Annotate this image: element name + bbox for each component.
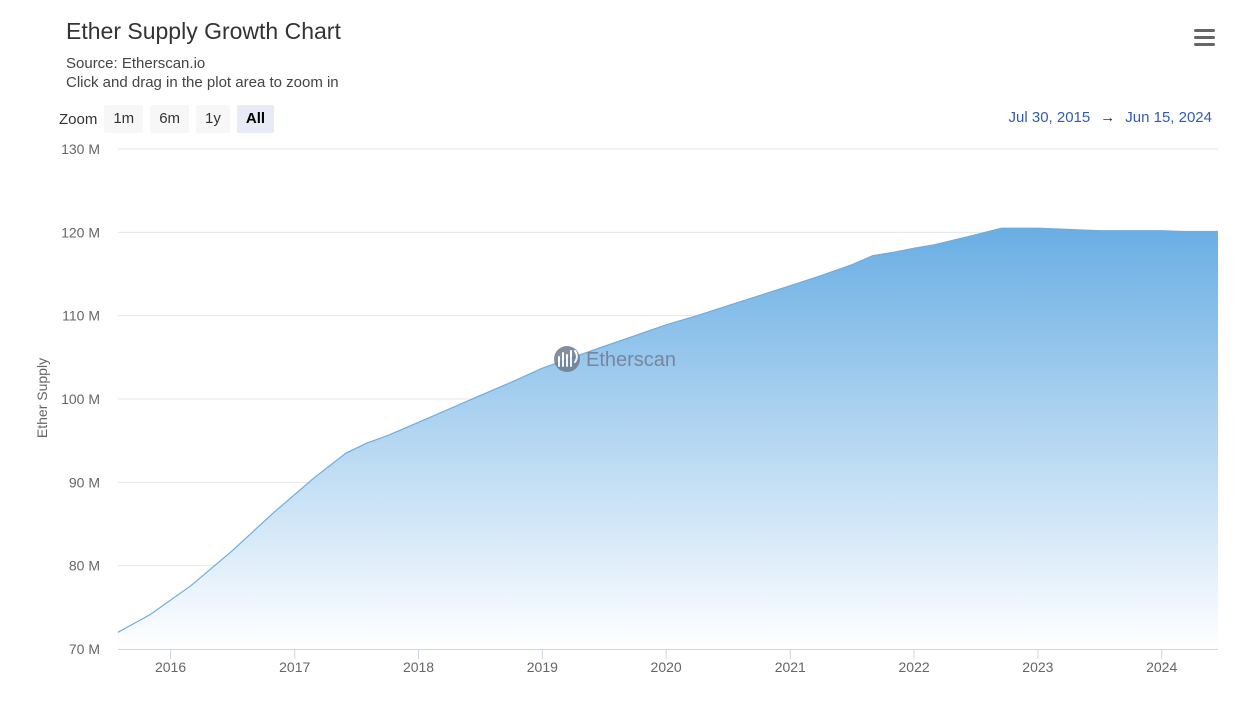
zoom-label: Zoom [59,110,98,128]
x-tick-label: 2022 [899,659,930,675]
x-tick-label: 2020 [651,659,682,675]
range-from-date[interactable]: Jul 30, 2015 [1008,109,1091,126]
x-tick-label: 2017 [279,659,310,675]
y-tick-label: 90 M [69,474,100,490]
range-arrow-icon: → [1100,109,1116,126]
range-to-date[interactable]: Jun 15, 2024 [1125,109,1212,126]
x-tick-label: 2016 [155,659,186,675]
x-tick-label: 2018 [403,659,434,675]
source-text: Source: Etherscan.io [66,55,206,72]
y-tick-label: 130 M [61,141,100,157]
zoom-selector: Zoom 1m 6m 1y All [59,105,275,133]
x-tick-label: 2023 [1022,659,1053,675]
plot-area [117,227,1218,649]
y-axis: 70 M 80 M 90 M 100 M 110 M 120 M 130 M [61,141,100,657]
y-tick-label: 80 M [69,558,100,574]
date-range-display: Jul 30, 2015 → Jun 15, 2024 [1009,109,1212,126]
y-tick-label: 100 M [61,391,100,407]
zoom-all-button[interactable]: All [236,105,275,133]
y-tick-label: 110 M [62,308,100,324]
etherscan-watermark: Etherscan [554,346,676,372]
y-tick-label: 70 M [69,641,100,657]
watermark-text: Etherscan [586,349,676,371]
zoom-6m-button[interactable]: 6m [150,105,190,133]
x-tick-label: 2024 [1146,659,1177,675]
zoom-hint-text: Click and drag in the plot area to zoom … [66,74,339,91]
zoom-1y-button[interactable]: 1y [196,105,230,133]
supply-line[interactable] [117,227,1218,633]
x-axis: 2016 2017 2018 2019 2020 2021 2022 2023 2024 [118,649,1218,675]
y-tick-label: 120 M [61,224,100,240]
chart-subtitle: Source: Etherscan.io Click and drag in t… [66,54,339,92]
x-tick-label: 2021 [775,659,806,675]
chart-title: Ether Supply Growth Chart [66,18,341,44]
supply-area-fill [118,228,1218,649]
hamburger-menu-icon[interactable] [1188,24,1222,52]
x-tick-label: 2019 [527,659,558,675]
zoom-1m-button[interactable]: 1m [104,105,144,133]
